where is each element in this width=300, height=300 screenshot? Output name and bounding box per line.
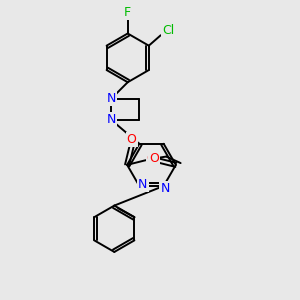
Text: O: O [146, 152, 156, 164]
Text: N: N [107, 113, 116, 127]
Text: O: O [149, 152, 159, 164]
Text: F: F [124, 6, 131, 19]
Text: O: O [127, 134, 136, 146]
Text: N: N [107, 92, 116, 105]
Text: Cl: Cl [162, 24, 174, 37]
Text: N: N [160, 182, 170, 195]
Text: N: N [138, 178, 148, 191]
